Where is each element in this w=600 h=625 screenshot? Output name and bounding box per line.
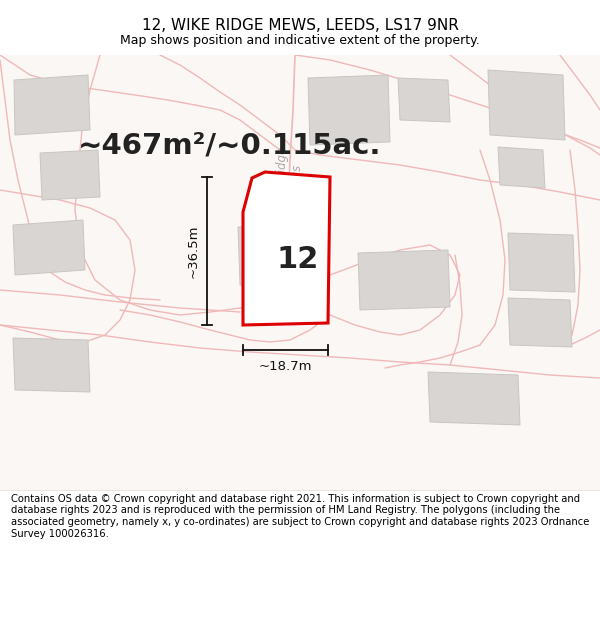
Polygon shape xyxy=(238,225,310,285)
Polygon shape xyxy=(0,55,600,490)
Text: ~18.7m: ~18.7m xyxy=(259,361,312,374)
Polygon shape xyxy=(358,250,450,310)
Polygon shape xyxy=(14,75,90,135)
Polygon shape xyxy=(40,150,100,200)
Text: ~36.5m: ~36.5m xyxy=(187,224,199,278)
Text: 12, WIKE RIDGE MEWS, LEEDS, LS17 9NR: 12, WIKE RIDGE MEWS, LEEDS, LS17 9NR xyxy=(142,18,458,32)
Polygon shape xyxy=(488,70,565,140)
Polygon shape xyxy=(308,75,390,145)
Text: 12: 12 xyxy=(277,246,319,274)
Polygon shape xyxy=(13,338,90,392)
Polygon shape xyxy=(428,372,520,425)
Text: Wike Ridge
Mews: Wike Ridge Mews xyxy=(276,147,304,213)
Text: ~467m²/~0.115ac.: ~467m²/~0.115ac. xyxy=(78,131,382,159)
Text: Contains OS data © Crown copyright and database right 2021. This information is : Contains OS data © Crown copyright and d… xyxy=(11,494,589,539)
Polygon shape xyxy=(498,147,545,188)
Polygon shape xyxy=(508,298,572,347)
Polygon shape xyxy=(13,220,85,275)
Text: Map shows position and indicative extent of the property.: Map shows position and indicative extent… xyxy=(120,34,480,47)
Polygon shape xyxy=(508,233,575,292)
Polygon shape xyxy=(243,172,330,325)
Polygon shape xyxy=(398,78,450,122)
